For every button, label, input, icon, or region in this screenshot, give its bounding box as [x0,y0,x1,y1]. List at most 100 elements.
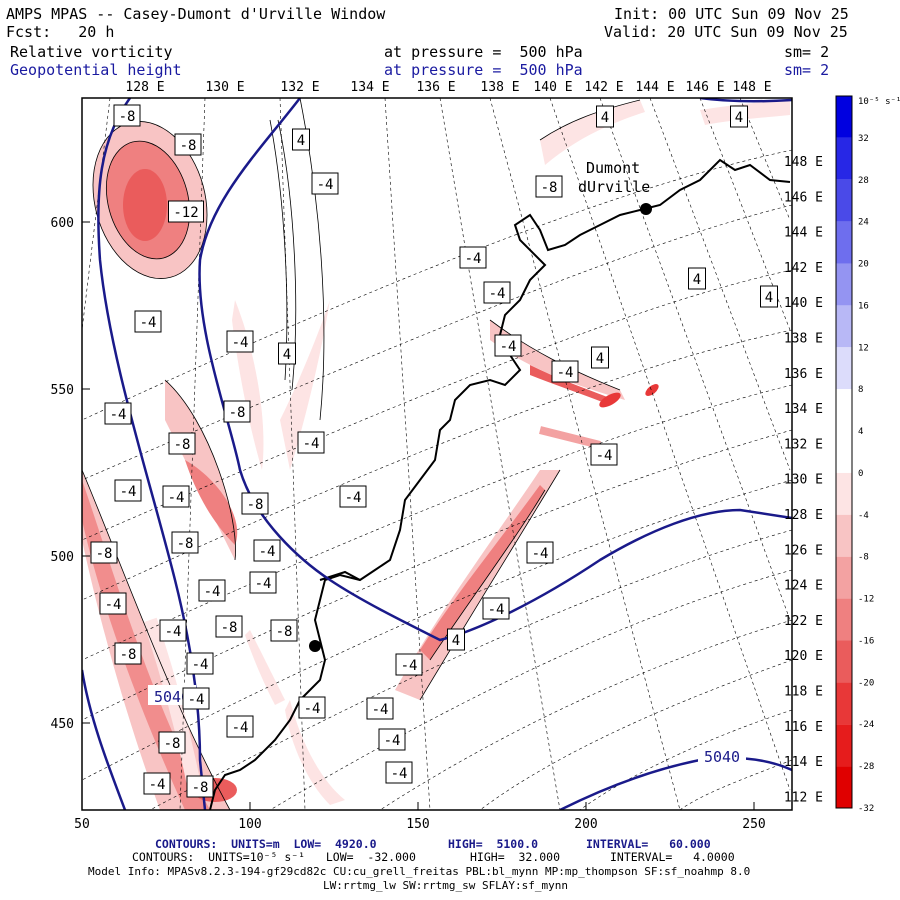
contour-labels: 5040 5040 -8 -8 -12 -4 -4 -4 -8 -4 -8 -4 -4 -8 -8 -4 -8 -… [90,104,778,798]
colorbar-label: 4 [858,427,863,437]
colorbar-unit: 10⁻⁵ s⁻¹ [858,97,900,107]
vorticity-label-box [730,105,748,128]
footer-vorticity-interval: INTERVAL= 4.0000 [610,850,735,864]
vorticity-contour-label: -4 [596,448,613,464]
footer-height-contours: CONTOURS: UNITS=m LOW= 4920.0 [155,837,377,851]
vorticity-label-box [182,687,210,710]
latitude-label: 130 E [784,473,823,488]
colorbar-segment [836,682,852,725]
vorticity-contour-label: 4 [283,347,291,363]
station-name: Dumont [586,159,640,177]
x-tick-label: 100 [238,817,261,832]
colorbar-segment [836,179,852,222]
vorticity-label-box [297,431,325,454]
colorbar-segment [836,431,852,473]
vorticity-label-box [311,172,339,195]
vorticity-label-box [494,334,522,357]
longitude-label: 144 E [635,80,674,95]
colorbar-frame [835,95,853,809]
vorticity-label-box [171,531,199,554]
vorticity-label-box [186,775,214,798]
latitude-label: 134 E [784,402,823,417]
vorticity-contour-label: 4 [452,633,460,649]
longitude-label: 134 E [350,80,389,95]
vorticity-contour-label: -4 [140,315,157,331]
vorticity-contour-label: -8 [120,647,137,663]
vorticity-label-box [483,281,511,304]
longitude-labels: 128 E 130 E 132 E 134 E 136 E 138 E 140 E 142 E… [125,80,771,95]
vorticity-label-box [198,579,226,602]
footer-model-info-2: LW:rrtmg_lw SW:rrtmg_sw SFLAY:sf_mynn [323,879,569,892]
vorticity-contour-label: -4 [304,701,321,717]
vorticity-contour-label: -8 [247,497,264,513]
latitude-label: 146 E [784,190,823,205]
vorticity-contour-label: -4 [255,576,272,592]
vorticity-contour-label: -4 [401,658,418,674]
latitude-label: 138 E [784,332,823,347]
valid-time: Valid: 20 UTC Sun 09 Nov 25 [604,23,848,41]
field2-name: Geopotential height [10,61,182,79]
colorbar-label: 28 [858,176,869,186]
vorticity-contour-label: -8 [174,437,191,453]
vorticity-label-box [90,541,118,564]
colorbar-segment [836,724,852,767]
longitude-label: 132 E [280,80,319,95]
longitude-label: 136 E [416,80,455,95]
map-title: AMPS MPAS -- Casey-Dumont d'Urville Wind… [6,5,386,23]
vorticity-contour-label: -4 [500,339,517,355]
latitude-label: 112 E [784,790,823,805]
vorticity-label-box [174,133,202,156]
height-label-box [698,745,746,765]
vorticity-contour-label: -8 [541,180,558,196]
vorticity-contour-label: -4 [391,766,408,782]
vorticity-label-box [378,728,406,751]
y-tick-label: 500 [51,550,74,565]
longitude-label: 146 E [685,80,724,95]
field1-smoothing: sm= 2 [784,43,830,61]
vorticity-label-box [226,330,254,353]
colorbar-segment [836,96,852,138]
vorticity-contour-label: -4 [489,286,506,302]
colorbar-label: -4 [858,511,869,521]
colorbar-label: -8 [858,553,869,563]
x-tick-label: 150 [406,817,429,832]
y-tick-label: 450 [51,717,74,732]
height-contour-label: 5040 [704,748,740,766]
vorticity-contour-label: -4 [532,546,549,562]
vorticity-contour-label: -8 [276,624,293,640]
vorticity-contour-label: 4 [297,133,305,149]
y-tick-label: 550 [51,383,74,398]
y-axis-ticks: 600 550 500 450 [51,216,90,732]
colorbar-label: 32 [858,134,869,144]
vorticity-contour-label: -4 [204,584,221,600]
colorbar-segment [836,766,852,808]
longitude-label: 138 E [480,80,519,95]
latitude-label: 128 E [784,508,823,523]
colorbar-segment [836,389,852,432]
colorbar-segment [836,598,852,641]
vorticity-contour-label: 4 [735,110,743,126]
vorticity-label-box [168,432,196,455]
colorbar-label: 12 [858,343,869,353]
vorticity-label-box [241,492,269,515]
vorticity-label-box [278,342,296,365]
colorbar-segment [836,221,852,264]
colorbar: 10⁻⁵ s⁻¹ 32 28 24 20 16 12 8 4 0 -4 -8 -12 -16 -20 -24 -… [835,95,900,814]
colorbar-segment [836,514,852,557]
vorticity-contour-label: -4 [149,777,166,793]
field1-name: Relative vorticity [10,43,173,61]
plot-frame [81,97,793,811]
vorticity-contour-label: -8 [192,780,209,796]
vorticity-label-box [143,772,171,795]
latitude-label: 140 E [784,296,823,311]
vorticity-label-box [551,360,579,383]
x-tick-label: 250 [742,817,765,832]
vorticity-label-box [292,128,310,151]
vorticity-label-box [395,653,423,676]
vorticity-contour-label: 4 [765,290,773,306]
field1-level: at pressure = 500 hPa [384,43,583,61]
vorticity-label-box [158,731,186,754]
vorticity-label-box [270,619,298,642]
latitude-labels: 148 E 146 E 144 E 142 E 140 E 138 E 136 E 134 E… [784,155,823,805]
